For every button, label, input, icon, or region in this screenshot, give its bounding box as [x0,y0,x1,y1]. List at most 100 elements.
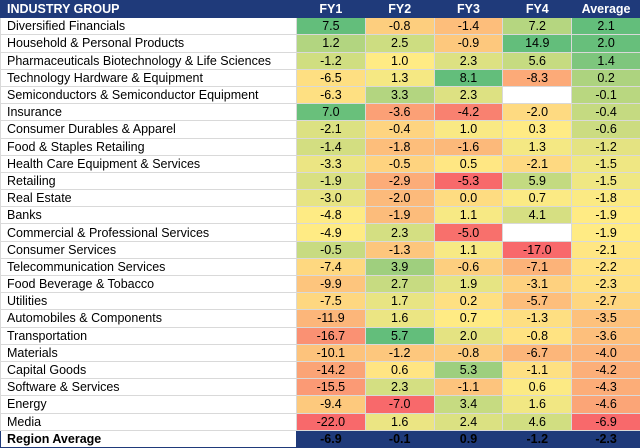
cell-fy4: 0.7 [503,190,572,207]
industry-group-name: Commercial & Professional Services [1,224,297,241]
cell-fy4: -2.0 [503,104,572,121]
region-average-fy3: 0.9 [434,430,503,447]
region-average-fy4: -1.2 [503,430,572,447]
header-fy1: FY1 [297,1,366,18]
cell-fy4: -1.3 [503,310,572,327]
cell-fy2: -0.5 [365,155,434,172]
cell-average: -3.5 [572,310,640,327]
industry-group-name: Food Beverage & Tobacco [1,276,297,293]
table-row: Health Care Equipment & Services-3.3-0.5… [1,155,640,172]
cell-average: -1.9 [572,224,640,241]
cell-average: -2.3 [572,276,640,293]
cell-fy2: 1.0 [365,52,434,69]
cell-average: 2.1 [572,18,640,35]
cell-fy4: -0.8 [503,327,572,344]
cell-fy2: 1.3 [365,69,434,86]
industry-group-name: Retailing [1,172,297,189]
cell-fy1: -6.3 [297,86,366,103]
cell-average: -4.6 [572,396,640,413]
cell-fy1: -10.1 [297,344,366,361]
cell-average: -0.1 [572,86,640,103]
cell-average: -3.6 [572,327,640,344]
cell-average: -1.5 [572,172,640,189]
industry-group-name: Consumer Services [1,241,297,258]
industry-group-name: Automobiles & Components [1,310,297,327]
header-fy4: FY4 [503,1,572,18]
cell-fy4: -2.1 [503,155,572,172]
industry-group-name: Insurance [1,104,297,121]
cell-fy4: 14.9 [503,35,572,52]
cell-fy4: -3.1 [503,276,572,293]
cell-fy1: -4.9 [297,224,366,241]
cell-fy2: 2.3 [365,379,434,396]
cell-fy2: -1.9 [365,207,434,224]
cell-fy1: 1.2 [297,35,366,52]
cell-fy4: -8.3 [503,69,572,86]
cell-fy1: -16.7 [297,327,366,344]
cell-fy3: 3.4 [434,396,503,413]
industry-group-name: Energy [1,396,297,413]
cell-fy4: 5.9 [503,172,572,189]
industry-group-name: Telecommunication Services [1,258,297,275]
industry-group-name: Media [1,413,297,430]
region-average-label: Region Average [1,430,297,447]
cell-fy1: -15.5 [297,379,366,396]
cell-average: 0.2 [572,69,640,86]
table-header: INDUSTRY GROUP FY1 FY2 FY3 FY4 Average [1,1,640,18]
cell-fy2: -1.2 [365,344,434,361]
cell-fy2: 0.6 [365,361,434,378]
cell-fy3: 1.9 [434,276,503,293]
cell-fy1: -11.9 [297,310,366,327]
industry-group-name: Transportation [1,327,297,344]
cell-fy1: -0.5 [297,241,366,258]
cell-fy3: 0.5 [434,155,503,172]
cell-fy2: -7.0 [365,396,434,413]
cell-average: 2.0 [572,35,640,52]
table-row: Pharmaceuticals Biotechnology & Life Sci… [1,52,640,69]
cell-fy3: 2.0 [434,327,503,344]
cell-fy3: 2.3 [434,86,503,103]
cell-fy1: -7.4 [297,258,366,275]
cell-fy2: 3.3 [365,86,434,103]
cell-fy1: -7.5 [297,293,366,310]
cell-fy2: -0.4 [365,121,434,138]
cell-average: -1.8 [572,190,640,207]
cell-fy1: -9.4 [297,396,366,413]
cell-fy1: -1.4 [297,138,366,155]
cell-average: -1.5 [572,155,640,172]
cell-fy1: 7.5 [297,18,366,35]
cell-fy2: 3.9 [365,258,434,275]
region-average-fy2: -0.1 [365,430,434,447]
cell-fy4: -6.7 [503,344,572,361]
industry-group-name: Semiconductors & Semiconductor Equipment [1,86,297,103]
cell-fy3: 0.0 [434,190,503,207]
cell-fy2: -0.8 [365,18,434,35]
cell-fy4: 0.3 [503,121,572,138]
cell-fy3: -5.0 [434,224,503,241]
cell-fy3: -0.6 [434,258,503,275]
cell-fy1: -9.9 [297,276,366,293]
cell-fy4: 5.6 [503,52,572,69]
cell-fy4: 4.6 [503,413,572,430]
cell-fy1: -4.8 [297,207,366,224]
region-average-fy1: -6.9 [297,430,366,447]
industry-group-name: Consumer Durables & Apparel [1,121,297,138]
cell-fy4: -17.0 [503,241,572,258]
cell-fy1: -6.5 [297,69,366,86]
cell-fy3: 1.1 [434,207,503,224]
header-fy3: FY3 [434,1,503,18]
cell-average: -0.6 [572,121,640,138]
